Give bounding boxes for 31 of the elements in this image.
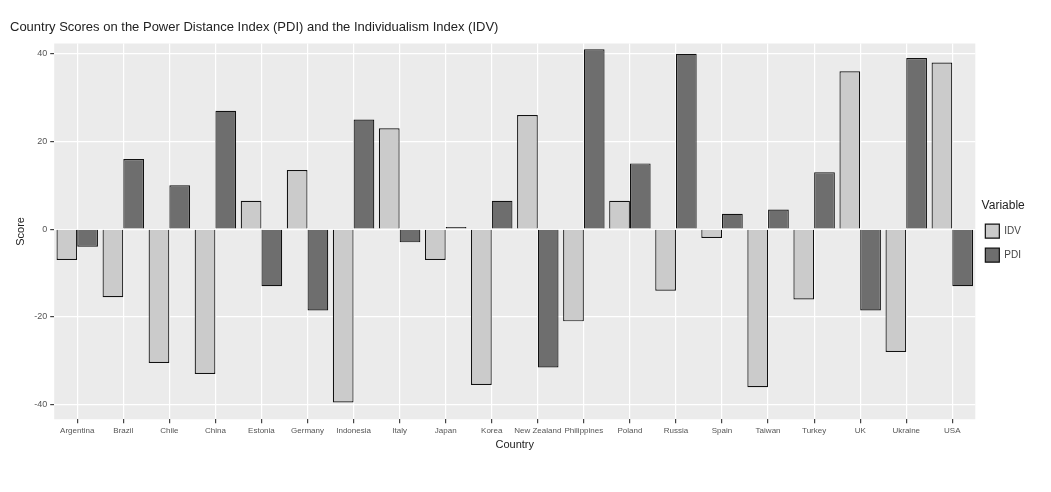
y-tick-label: -40 xyxy=(34,399,48,410)
x-axis-title: Country xyxy=(495,438,535,451)
x-tick-label: Chile xyxy=(160,426,180,436)
legend-label: IDV xyxy=(1004,224,1022,236)
x-tick-label: USA xyxy=(944,426,962,436)
x-tick-label: Philippines xyxy=(564,426,604,436)
y-tick-label: 0 xyxy=(42,223,48,234)
y-tick-label: 40 xyxy=(37,48,48,59)
x-tick-label: Korea xyxy=(481,426,503,436)
chart-title: Country Scores on the Power Distance Index (PDI) and the Individualism Index (IDV) xyxy=(10,19,499,35)
x-tick-label: Russia xyxy=(663,426,689,436)
x-tick-label: Turkey xyxy=(802,426,827,436)
x-tick-label: Taiwan xyxy=(755,426,781,436)
x-tick-label: Spain xyxy=(711,426,733,436)
x-tick-label: Estonia xyxy=(248,426,276,436)
x-tick-label: Germany xyxy=(291,426,324,436)
x-tick-label: Ukraine xyxy=(892,426,921,436)
x-tick-label: Japan xyxy=(434,426,457,436)
y-axis-title: Score xyxy=(13,217,26,246)
y-tick-label: -20 xyxy=(34,311,48,322)
x-tick-label: New Zealand xyxy=(514,426,562,436)
x-tick-label: Italy xyxy=(392,426,407,436)
x-tick-label: Argentina xyxy=(60,426,95,436)
x-tick-label: Poland xyxy=(617,426,643,436)
y-tick-label: 20 xyxy=(37,135,48,146)
x-tick-label: China xyxy=(204,426,227,436)
x-tick-label: Indonesia xyxy=(336,426,372,436)
x-tick-label: UK xyxy=(854,426,867,436)
legend-label: PDI xyxy=(1004,248,1021,260)
x-tick-label: Brazil xyxy=(113,426,134,436)
legend-title: Variable xyxy=(981,198,1026,213)
